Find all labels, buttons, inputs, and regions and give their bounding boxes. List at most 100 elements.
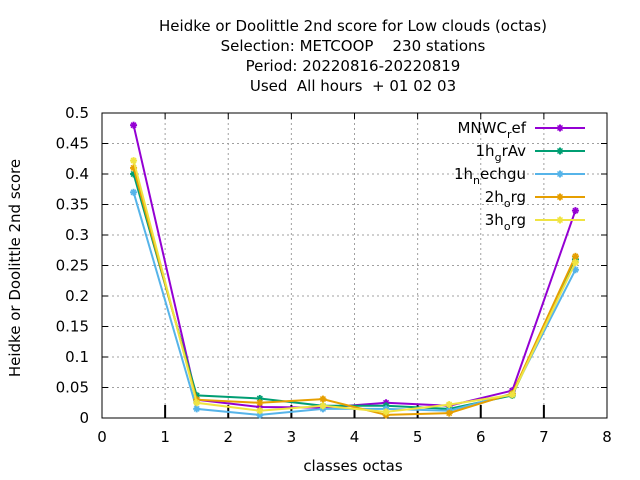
marker-stroke [556, 170, 564, 178]
chart-title: Heidke or Doolittle 2nd score for Low cl… [159, 17, 547, 95]
x-tick-label: 5 [413, 428, 423, 446]
data-point [571, 252, 579, 260]
legend-label-main: 1h [476, 142, 495, 160]
plot-frame [101, 112, 608, 419]
legend-item: 1hnechgu [454, 165, 585, 187]
legend-label-main: MNWC [457, 119, 506, 137]
marker-stroke [509, 391, 516, 398]
legend-label-sub: o [504, 197, 511, 210]
legend-label: 2horg [485, 188, 526, 210]
legend-swatch-marker [556, 124, 564, 132]
marker-stroke [446, 410, 453, 417]
y-axis-label: Heidke or Doolittle 2nd score [6, 159, 24, 377]
y-tick-label: 0.45 [56, 135, 89, 153]
marker-stroke [446, 401, 453, 408]
legend-label-suffix: echgu [480, 165, 526, 183]
data-point [130, 188, 138, 196]
legend-label-sub: r [507, 128, 512, 141]
legend-swatch-marker [556, 170, 564, 178]
marker-stroke [572, 259, 579, 266]
y-tick-label: 0.2 [65, 287, 89, 305]
marker-stroke [130, 122, 137, 129]
title-line-3: Period: 20220816-20220819 [246, 57, 461, 75]
legend-item: MNWCref [457, 119, 585, 141]
legend-swatch-marker [556, 147, 564, 155]
legend-label-main: 3h [485, 211, 504, 229]
legend-label-suffix: rg [511, 188, 526, 206]
data-point [508, 391, 516, 399]
y-tick-labels: 0 0.05 0.1 0.15 0.2 0.25 0.3 0.35 0.4 0.45 0.5 [56, 104, 89, 427]
data-point [130, 157, 138, 165]
data-point [193, 405, 201, 413]
grid [102, 113, 607, 418]
title-line-4: Used All hours + 01 02 03 [250, 77, 456, 95]
marker-stroke [130, 157, 137, 164]
x-tick-label: 0 [97, 428, 107, 446]
legend-label-suffix: ef [511, 119, 526, 137]
x-tick-label: 2 [223, 428, 233, 446]
y-tick-label: 0.35 [56, 196, 89, 214]
series-4 [130, 157, 579, 416]
series-1 [130, 170, 579, 413]
marker-stroke [319, 396, 326, 403]
data-point [382, 408, 390, 416]
x-tick-label: 6 [476, 428, 486, 446]
marker-stroke [556, 193, 564, 201]
x-axis-label: classes octas [303, 457, 403, 475]
x-tick-label: 7 [539, 428, 549, 446]
data-point [319, 402, 327, 410]
y-tick-label: 0.3 [65, 226, 89, 244]
y-tick-label: 0.4 [65, 165, 89, 183]
marker-stroke [383, 408, 390, 415]
marker-stroke [193, 405, 200, 412]
x-tick-label: 3 [287, 428, 297, 446]
x-tick-label: 4 [350, 428, 360, 446]
marker-stroke [556, 216, 564, 224]
tick-marks [101, 112, 608, 419]
legend-label-main: 2h [485, 188, 504, 206]
marker-stroke [572, 207, 579, 214]
legend-swatch-marker [556, 193, 564, 201]
marker-stroke [556, 147, 564, 155]
data-point [571, 258, 579, 266]
marker-stroke [193, 399, 200, 406]
legend-swatch-marker [556, 216, 564, 224]
y-tick-label: 0 [79, 409, 89, 427]
marker-stroke [256, 407, 263, 414]
data-point [319, 395, 327, 403]
title-line-1: Heidke or Doolittle 2nd score for Low cl… [159, 17, 547, 35]
legend-label-sub: g [495, 151, 502, 164]
x-tick-labels: 0 1 2 3 4 5 6 7 8 [97, 428, 612, 446]
marker-stroke [556, 124, 564, 132]
data-point [445, 401, 453, 409]
legend-item: 3horg [485, 211, 585, 233]
data-point [445, 409, 453, 417]
marker-stroke [572, 253, 579, 260]
legend-label-main: 1h [454, 165, 473, 183]
marker-stroke [256, 399, 263, 406]
legend-label-suffix: rAv [502, 142, 527, 160]
marker-stroke [319, 402, 326, 409]
series-group [130, 121, 579, 419]
marker-stroke [130, 189, 137, 196]
y-tick-label: 0.05 [56, 379, 89, 397]
legend-label-sub: o [504, 220, 511, 233]
y-tick-label: 0.25 [56, 257, 89, 275]
data-point [193, 399, 201, 407]
legend-label-suffix: rg [511, 211, 526, 229]
y-tick-label: 0.1 [65, 348, 89, 366]
data-point [256, 399, 264, 407]
legend-item: 1hgrAv [476, 142, 585, 164]
legend-label-sub: n [473, 174, 480, 187]
legend-label: 1hgrAv [476, 142, 527, 164]
title-line-2: Selection: METCOOP 230 stations [221, 37, 486, 55]
data-point [256, 407, 264, 415]
x-tick-label: 1 [160, 428, 170, 446]
y-tick-label: 0.15 [56, 318, 89, 336]
legend-label: 1hnechgu [454, 165, 526, 187]
data-point [130, 121, 138, 129]
data-point [571, 207, 579, 215]
legend-label: MNWCref [457, 119, 526, 141]
